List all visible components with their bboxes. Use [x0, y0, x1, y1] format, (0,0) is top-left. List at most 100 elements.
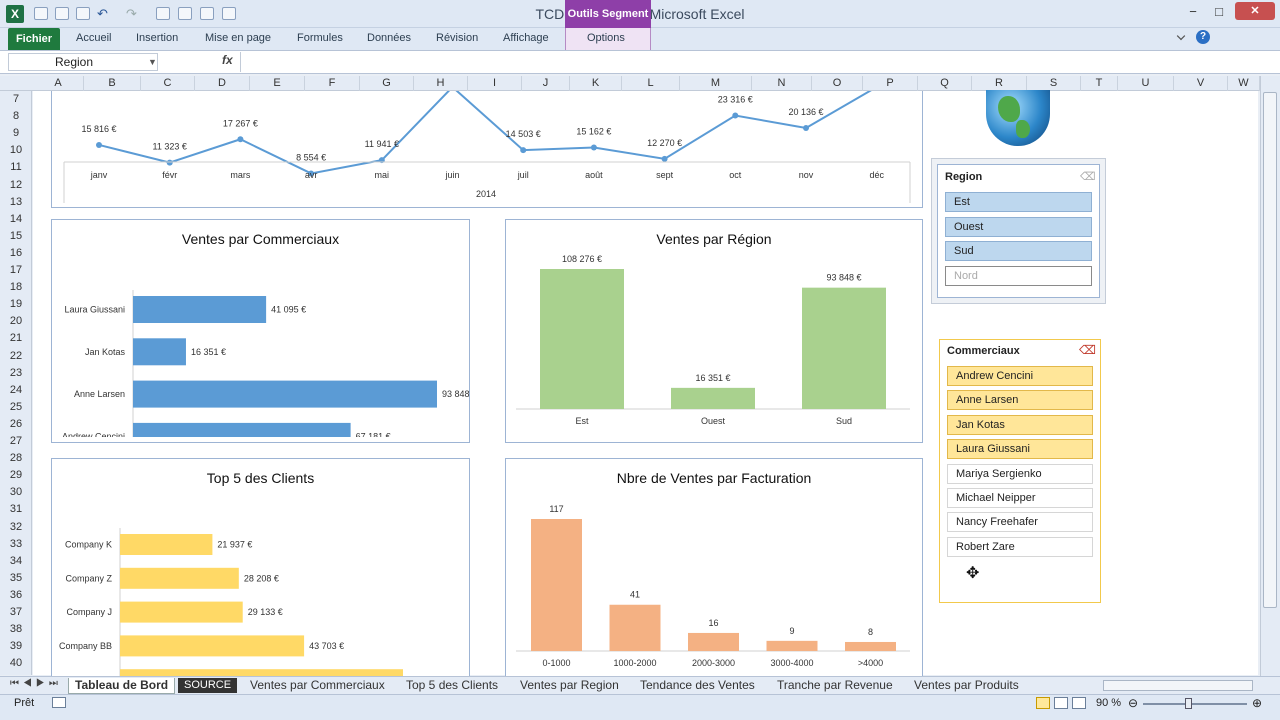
slicer-item-mariya-sergienko[interactable]: Mariya Sergienko	[947, 463, 1093, 484]
row-header[interactable]: 14	[9, 212, 23, 225]
row-header[interactable]: 25	[9, 400, 23, 413]
sheet-nav-icon[interactable]: ⏮◀▶⏭	[10, 678, 62, 689]
row-header[interactable]: 28	[9, 452, 23, 465]
row-header[interactable]: 22	[9, 349, 23, 362]
row-header[interactable]: 31	[9, 503, 23, 516]
slicer-item-ouest[interactable]: Ouest	[945, 216, 1092, 237]
new-icon[interactable]	[156, 7, 170, 20]
paste-icon[interactable]	[222, 7, 236, 20]
slicer-item-andrew-cencini[interactable]: Andrew Cencini	[947, 366, 1093, 386]
row-header[interactable]: 21	[9, 332, 23, 345]
tab-insertion[interactable]: Insertion	[136, 32, 179, 44]
sheet-tab-source[interactable]: SOURCE	[178, 678, 238, 693]
name-box[interactable]: Region	[8, 53, 158, 71]
column-header[interactable]: S	[1027, 76, 1081, 91]
normal-view-icon[interactable]	[1036, 697, 1050, 709]
row-header[interactable]: 32	[9, 520, 23, 533]
column-header[interactable]: Q	[918, 76, 972, 91]
slicer-item-robert-zare[interactable]: Robert Zare	[947, 536, 1093, 557]
column-header[interactable]: L	[622, 76, 680, 91]
copy-icon[interactable]	[200, 7, 214, 20]
slicer-item-laura-giussani[interactable]: Laura Giussani	[947, 439, 1093, 460]
row-header[interactable]: 15	[9, 229, 23, 242]
row-header[interactable]: 24	[9, 383, 23, 396]
formula-input[interactable]	[240, 52, 1260, 72]
horizontal-scrollbar[interactable]	[1103, 680, 1253, 691]
column-header[interactable]: O	[812, 76, 863, 91]
chevron-down-icon[interactable]: ▼	[148, 57, 157, 67]
column-header[interactable]: G	[360, 76, 414, 91]
macro-record-icon[interactable]	[52, 697, 66, 708]
row-header[interactable]: 11	[10, 161, 22, 174]
tab-mise-en-page[interactable]: Mise en page	[205, 32, 272, 44]
row-header[interactable]: 34	[9, 554, 23, 567]
zoom-in-icon[interactable]: ⊕	[1252, 696, 1263, 710]
column-header[interactable]: H	[414, 76, 468, 91]
row-header[interactable]: 27	[9, 435, 23, 447]
column-header[interactable]: J	[522, 76, 570, 91]
tab-options[interactable]: Options	[587, 32, 625, 44]
row-header[interactable]: 26	[9, 417, 23, 430]
camera-icon[interactable]	[178, 7, 192, 20]
column-header[interactable]: U	[1118, 76, 1174, 91]
row-header[interactable]: 36	[9, 588, 23, 601]
chart-ventes-commerciaux[interactable]: Ventes par Commerciaux Laura Giussani 41 …	[51, 219, 477, 460]
column-header[interactable]: C	[141, 76, 195, 91]
sheet-tab-ventes-produits[interactable]: Ventes par Produits	[914, 678, 1019, 692]
row-header[interactable]: 40	[9, 657, 23, 670]
chart-nbre-ventes[interactable]: Nbre de Ventes par Facturation 117 0-1000…	[505, 458, 923, 676]
column-header[interactable]: I	[468, 76, 522, 91]
slicer-item-jan-kotas[interactable]: Jan Kotas	[947, 414, 1093, 435]
row-header[interactable]: 19	[9, 298, 23, 311]
row-header[interactable]: 8	[12, 110, 20, 123]
column-header[interactable]: P	[863, 76, 918, 91]
fx-icon[interactable]: fx	[222, 53, 233, 67]
column-header[interactable]: M	[680, 76, 752, 91]
minimize-button[interactable]: −	[1189, 4, 1197, 19]
column-header[interactable]: V	[1174, 76, 1228, 91]
sheet-tab-ventes-region[interactable]: Ventes par Region	[520, 678, 619, 692]
page-break-icon[interactable]	[1072, 697, 1086, 709]
scrollbar-thumb[interactable]	[1263, 92, 1277, 608]
column-header[interactable]: D	[195, 76, 250, 91]
sheet-tab-ventes-commerciaux[interactable]: Ventes par Commerciaux	[250, 678, 385, 692]
sheet-tab-top5-clients[interactable]: Top 5 des Clients	[406, 678, 499, 692]
column-header[interactable]: E	[250, 76, 305, 91]
open-icon[interactable]	[34, 7, 48, 20]
column-header[interactable]: N	[752, 76, 812, 91]
tab-accueil[interactable]: Accueil	[76, 32, 112, 44]
sheet-tab-tableau-de-bord[interactable]: Tableau de Bord	[68, 678, 176, 694]
slicer-item-nord[interactable]: Nord	[945, 265, 1092, 286]
tab-donnees[interactable]: Données	[367, 32, 412, 44]
tab-affichage[interactable]: Affichage	[503, 32, 549, 44]
row-header[interactable]: 7	[12, 93, 20, 105]
print-icon[interactable]	[76, 7, 90, 20]
page-layout-icon[interactable]	[1054, 697, 1068, 709]
row-header[interactable]: 29	[9, 469, 23, 482]
slicer-item-sud[interactable]: Sud	[945, 241, 1092, 261]
row-header[interactable]: 23	[9, 366, 23, 379]
clear-filter-icon[interactable]: ⌫	[1080, 171, 1096, 183]
column-header[interactable]: A	[33, 76, 84, 91]
maximize-button[interactable]: □	[1215, 4, 1223, 19]
row-header[interactable]: 35	[9, 571, 23, 584]
zoom-slider[interactable]	[1143, 703, 1247, 705]
column-header[interactable]: T	[1081, 76, 1118, 91]
row-header[interactable]: 39	[9, 640, 23, 653]
row-header[interactable]: 20	[9, 315, 23, 328]
row-header[interactable]: 13	[9, 195, 23, 208]
clear-filter-icon[interactable]: ⌫	[1079, 343, 1096, 357]
tab-file[interactable]: Fichier	[8, 28, 60, 50]
close-button[interactable]: ✕	[1235, 2, 1275, 20]
redo-icon[interactable]: ↷	[126, 6, 137, 21]
slicer-item-est[interactable]: Est	[945, 192, 1092, 212]
row-header[interactable]: 33	[9, 537, 23, 550]
slicer-item-anne-larsen[interactable]: Anne Larsen	[947, 390, 1093, 411]
row-header[interactable]: 30	[9, 486, 23, 499]
save-icon[interactable]	[55, 7, 69, 20]
zoom-slider-thumb[interactable]	[1185, 698, 1192, 709]
row-header[interactable]: 10	[9, 144, 23, 157]
column-header[interactable]: F	[305, 76, 360, 91]
column-header[interactable]: K	[570, 76, 622, 91]
chart-ventes-region[interactable]: Ventes par Région 108 276 € Est 16 351 € Ou…	[505, 219, 923, 443]
